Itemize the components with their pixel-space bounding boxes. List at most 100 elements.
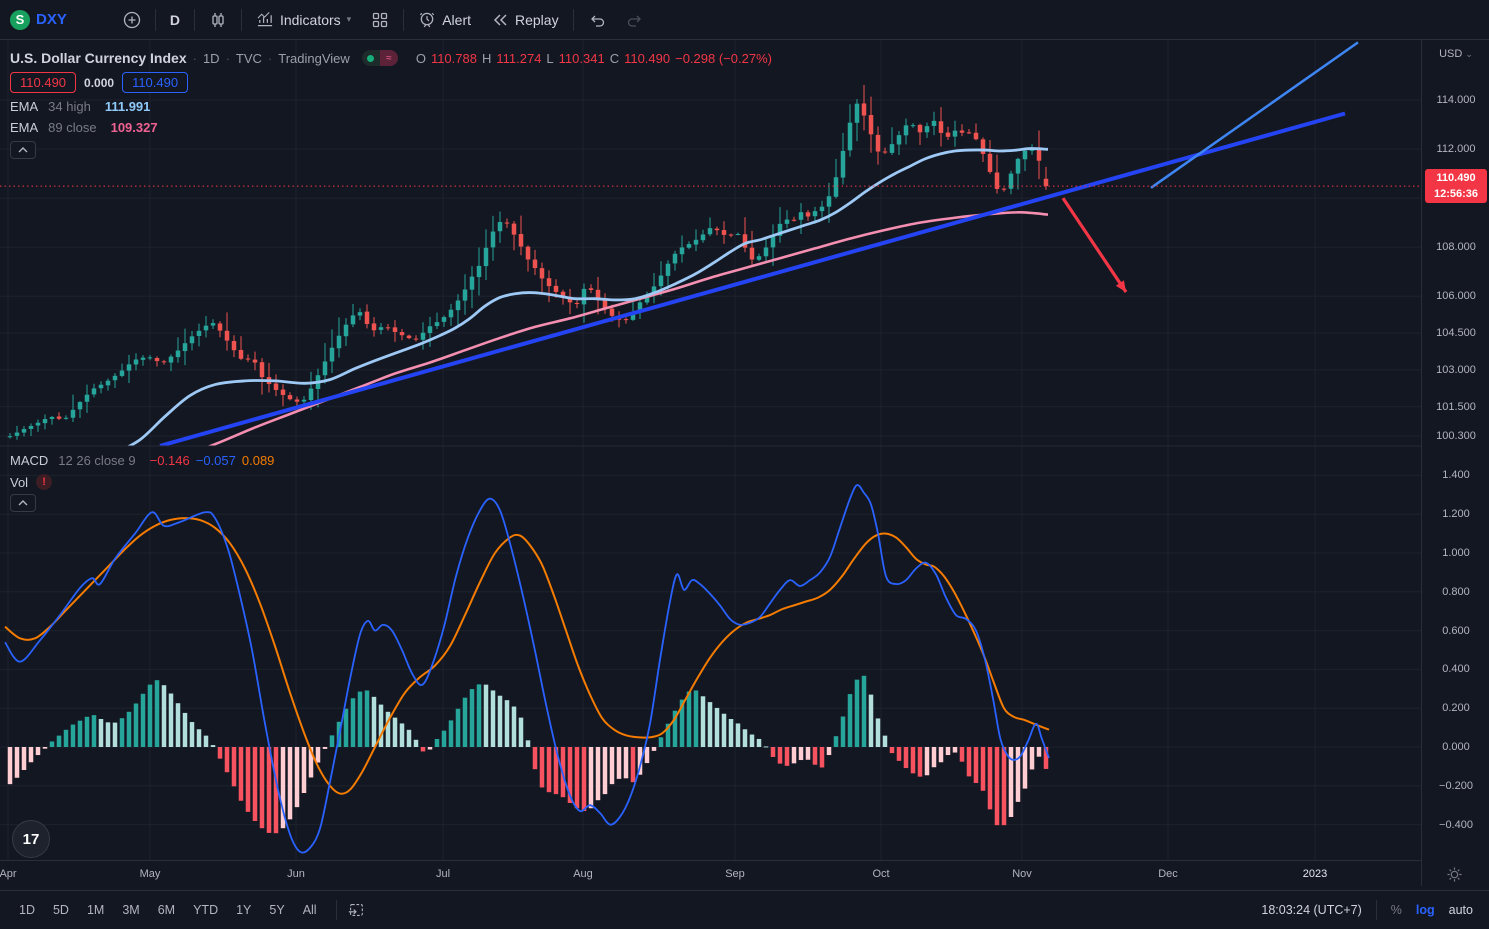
currency-dropdown[interactable]: USD ⌄	[1422, 48, 1489, 60]
range-buttons: 1D 5D 1M 3M 6M YTD 1Y 5Y All	[10, 899, 326, 921]
legend-interval[interactable]: 1D	[202, 50, 220, 66]
clock-timezone-button[interactable]: 18:03:24 (UTC+7)	[1261, 903, 1362, 917]
time-axis-label: Jun	[287, 868, 305, 880]
price-tick-label: 114.000	[1436, 94, 1476, 106]
log-scale-button[interactable]: log	[1415, 903, 1435, 917]
alert-button[interactable]: Alert	[408, 6, 481, 34]
redo-button[interactable]	[616, 6, 654, 34]
ema34-legend-row[interactable]: EMA 34 high 111.991	[10, 99, 772, 114]
macd-signal-line	[4, 517, 1050, 795]
ema34-value: 111.991	[104, 99, 151, 114]
time-axis-label: Apr	[0, 868, 17, 880]
symbol-add-button[interactable]	[113, 6, 151, 34]
undo-arrow-icon	[588, 11, 606, 29]
market-open-dot-icon	[361, 50, 380, 66]
price-tick-label: 101.500	[1436, 400, 1476, 413]
main-pane-legend: U.S. Dollar Currency Index · 1D · TVC · …	[10, 50, 772, 159]
sell-price-button[interactable]: 110.490	[10, 72, 77, 93]
range-button-1m[interactable]: 1M	[86, 903, 105, 917]
bottom-toolbar: 1D 5D 1M 3M 6M YTD 1Y 5Y All 18:03:24 (UTC+7) % …	[0, 890, 1489, 929]
toolbar-separator	[154, 8, 156, 31]
indicators-icon	[256, 11, 274, 29]
error-badge-icon[interactable]: !	[36, 474, 53, 490]
alarm-clock-icon	[418, 11, 436, 29]
indicators-label: Indicators	[279, 11, 341, 28]
macd-layer	[7, 675, 1049, 834]
ema34-line	[126, 147, 1049, 446]
undo-button[interactable]	[578, 6, 616, 34]
percent-scale-button[interactable]: %	[1390, 903, 1402, 917]
tradingview-logo[interactable]: 17	[12, 820, 50, 858]
range-button-6m[interactable]: 6M	[157, 903, 176, 917]
range-button-ytd[interactable]: YTD	[193, 903, 219, 917]
range-button-1d[interactable]: 1D	[19, 903, 35, 917]
macd-legend-row[interactable]: MACD 12 26 close 9 −0.146 −0.057 0.089	[10, 453, 274, 468]
arrow-annotation	[1061, 197, 1128, 293]
toolbar-separator	[572, 8, 574, 31]
collapse-legend-button[interactable]	[10, 141, 36, 159]
trendline-main	[159, 111, 1346, 446]
ohlc-readout: O 110.788 H 111.274 L 110.341 C 110.490 −0.2…	[416, 51, 772, 66]
price-tick-label: 108.000	[1436, 241, 1476, 254]
macd-tick-label: −0.400	[1439, 818, 1473, 831]
arrow-head	[1115, 280, 1126, 293]
legend-provider: TradingView	[278, 50, 350, 66]
price-tick-label: 112.000	[1436, 143, 1476, 156]
plus-circle-icon	[123, 11, 141, 29]
current-price-value: 110.490	[1436, 172, 1476, 185]
high-label: H	[481, 50, 492, 66]
replay-button[interactable]: Replay	[481, 6, 569, 34]
close-value: 110.490	[624, 50, 671, 66]
price-tick-label: 106.000	[1436, 290, 1476, 303]
time-axis-label: 2023	[1302, 868, 1328, 880]
interval-button[interactable]: D	[160, 6, 190, 34]
price-axis[interactable]: USD ⌄ 114.000 112.000 108.000 106.000 104.50…	[1421, 40, 1489, 886]
scale-settings-icon[interactable]	[1446, 866, 1463, 888]
range-button-5d[interactable]: 5D	[52, 903, 69, 917]
alert-label: Alert	[442, 11, 471, 28]
toolbar-separator	[240, 8, 242, 31]
symbol-title[interactable]: U.S. Dollar Currency Index	[10, 50, 187, 66]
toolbar-separator	[193, 8, 195, 31]
spread-value: 0.000	[84, 75, 115, 90]
go-to-date-icon[interactable]	[347, 901, 365, 919]
current-price-tag: 110.490 12:56:36	[1425, 169, 1487, 204]
open-value: 110.788	[430, 50, 477, 66]
market-status-toggle[interactable]: ≈	[361, 50, 398, 66]
collapse-macd-button[interactable]	[10, 494, 36, 512]
redo-arrow-icon	[626, 11, 644, 29]
time-axis-label: Aug	[573, 868, 593, 880]
time-axis-label: Oct	[872, 868, 890, 880]
range-button-all[interactable]: All	[302, 903, 317, 917]
range-button-1y[interactable]: 1Y	[236, 903, 252, 917]
currency-label: USD	[1439, 48, 1463, 60]
range-button-5y[interactable]: 5Y	[269, 903, 285, 917]
chart-style-button[interactable]	[199, 6, 237, 34]
indicators-button[interactable]: Indicators ▾	[246, 6, 361, 34]
close-label: C	[609, 50, 620, 66]
macd-tick-label: 0.800	[1442, 585, 1470, 598]
time-axis-label: Nov	[1012, 868, 1032, 880]
ema89-legend-row[interactable]: EMA 89 close 109.327	[10, 120, 772, 135]
time-axis[interactable]: Apr May Jun Jul Aug Sep Oct Nov Dec 2023	[0, 860, 1421, 890]
toolbar-separator	[403, 8, 405, 31]
toolbar-separator	[335, 900, 337, 920]
legend-exchange: TVC	[235, 50, 262, 66]
symbol-button[interactable]: S DXY	[0, 6, 77, 34]
symbol-name: DXY	[36, 11, 67, 28]
dot-separator: ·	[192, 50, 197, 66]
ema34-params: 34 high	[48, 99, 91, 114]
symbol-logo-icon: S	[10, 9, 30, 30]
macd-line-value: −0.057	[195, 453, 236, 468]
buy-price-button[interactable]: 110.490	[122, 72, 189, 93]
range-button-3m[interactable]: 3M	[122, 903, 140, 917]
layout-grid-button[interactable]	[361, 6, 399, 34]
ema89-params: 89 close	[48, 120, 97, 135]
replay-icon	[491, 11, 509, 29]
macd-name: MACD	[10, 453, 49, 468]
macd-signal-value: 0.089	[241, 453, 275, 468]
auto-scale-button[interactable]: auto	[1448, 903, 1473, 917]
volume-legend-row[interactable]: Vol !	[10, 474, 274, 490]
